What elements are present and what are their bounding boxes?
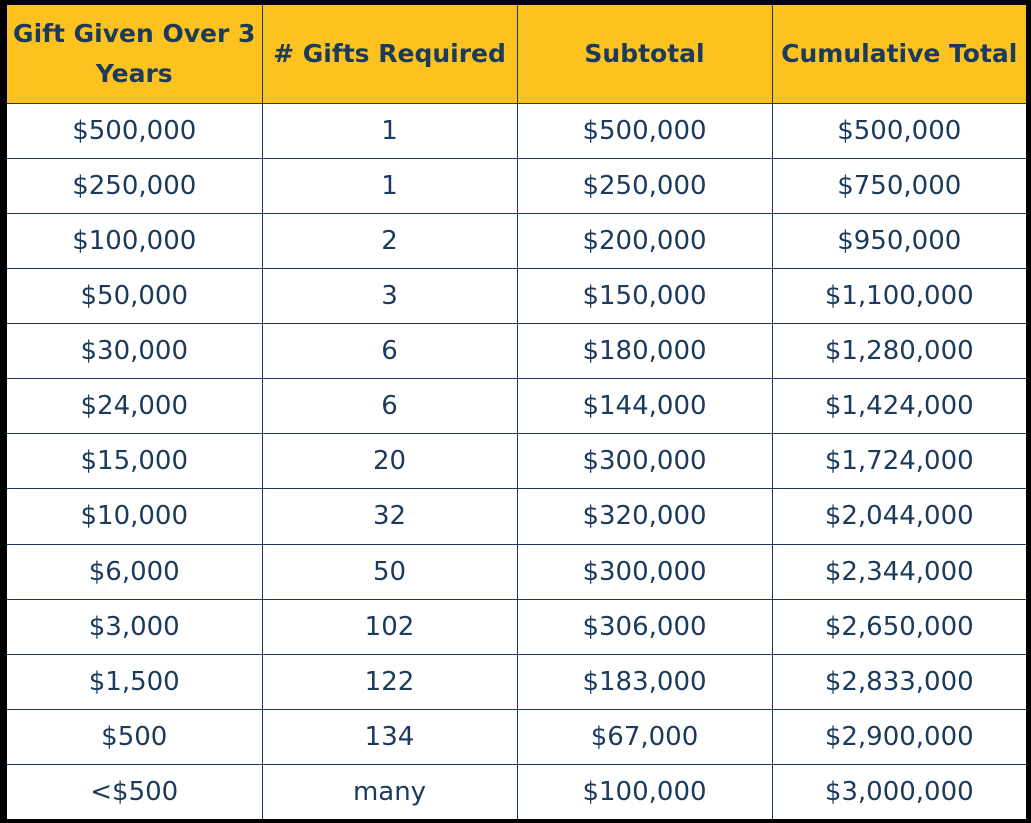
cumulative-total-cell: $2,650,000 [772, 599, 1026, 655]
subtotal-cell: $300,000 [517, 544, 773, 600]
subtotal-cell: $500,000 [517, 103, 773, 160]
gifts-required-cell: many [262, 764, 518, 819]
table-body: $500,000 1 $500,000 $500,000 $250,000 1 $250,0… [7, 103, 1026, 819]
gift-amount-cell: $15,000 [7, 433, 263, 490]
table-row: $250,000 1 $250,000 $750,000 [7, 158, 1026, 215]
cumulative-total-cell: $1,724,000 [772, 433, 1026, 490]
table-row: $50,000 3 $150,000 $1,100,000 [7, 268, 1026, 325]
cumulative-total-cell: $500,000 [772, 103, 1026, 160]
cumulative-total-cell: $750,000 [772, 158, 1026, 215]
gifts-required-cell: 2 [262, 213, 518, 270]
gifts-required-cell: 50 [262, 544, 518, 600]
cumulative-total-cell: $2,833,000 [772, 654, 1026, 710]
table-row: $24,000 6 $144,000 $1,424,000 [7, 378, 1026, 435]
gift-amount-cell: $6,000 [7, 544, 263, 600]
gift-amount-cell: $500,000 [7, 103, 263, 160]
gifts-required-cell: 6 [262, 323, 518, 380]
table-row: $15,000 20 $300,000 $1,724,000 [7, 433, 1026, 490]
table-row: <$500 many $100,000 $3,000,000 [7, 764, 1026, 819]
gift-amount-cell: $1,500 [7, 654, 263, 710]
subtotal-cell: $67,000 [517, 709, 773, 765]
header-row: Gift Given Over 3 Years # Gifts Required… [7, 5, 1026, 104]
gift-amount-cell: <$500 [7, 764, 263, 819]
gift-amount-cell: $10,000 [7, 488, 263, 545]
table-row: $100,000 2 $200,000 $950,000 [7, 213, 1026, 270]
table-row: $1,500 122 $183,000 $2,833,000 [7, 654, 1026, 710]
subtotal-cell: $150,000 [517, 268, 773, 325]
gifts-required-cell: 3 [262, 268, 518, 325]
gifts-required-cell: 102 [262, 599, 518, 655]
table-row: $30,000 6 $180,000 $1,280,000 [7, 323, 1026, 380]
table-row: $10,000 32 $320,000 $2,044,000 [7, 488, 1026, 545]
header-cumulative-total: Cumulative Total [772, 5, 1026, 104]
gifts-required-cell: 32 [262, 488, 518, 545]
cumulative-total-cell: $3,000,000 [772, 764, 1026, 819]
gift-amount-cell: $3,000 [7, 599, 263, 655]
subtotal-cell: $183,000 [517, 654, 773, 710]
subtotal-cell: $200,000 [517, 213, 773, 270]
gifts-required-cell: 20 [262, 433, 518, 490]
subtotal-cell: $100,000 [517, 764, 773, 819]
header-gifts-required: # Gifts Required [262, 5, 518, 104]
table-row: $3,000 102 $306,000 $2,650,000 [7, 599, 1026, 655]
cumulative-total-cell: $2,900,000 [772, 709, 1026, 765]
subtotal-cell: $144,000 [517, 378, 773, 435]
gift-amount-cell: $250,000 [7, 158, 263, 215]
header-gift-given: Gift Given Over 3 Years [7, 5, 263, 104]
cumulative-total-cell: $2,044,000 [772, 488, 1026, 545]
header-subtotal: Subtotal [517, 5, 773, 104]
gifts-required-cell: 134 [262, 709, 518, 765]
cumulative-total-cell: $1,100,000 [772, 268, 1026, 325]
subtotal-cell: $180,000 [517, 323, 773, 380]
table-row: $500,000 1 $500,000 $500,000 [7, 103, 1026, 160]
subtotal-cell: $306,000 [517, 599, 773, 655]
cumulative-total-cell: $2,344,000 [772, 544, 1026, 600]
gifts-required-cell: 1 [262, 103, 518, 160]
gift-amount-cell: $30,000 [7, 323, 263, 380]
table-header: Gift Given Over 3 Years # Gifts Required… [7, 5, 1026, 104]
gifts-required-cell: 6 [262, 378, 518, 435]
gifts-required-cell: 1 [262, 158, 518, 215]
cumulative-total-cell: $1,280,000 [772, 323, 1026, 380]
table-row: $6,000 50 $300,000 $2,344,000 [7, 544, 1026, 600]
gift-amount-cell: $50,000 [7, 268, 263, 325]
cumulative-total-cell: $950,000 [772, 213, 1026, 270]
gift-amount-cell: $500 [7, 709, 263, 765]
table-row: $500 134 $67,000 $2,900,000 [7, 709, 1026, 765]
gift-range-table: Gift Given Over 3 Years # Gifts Required… [7, 5, 1026, 819]
subtotal-cell: $300,000 [517, 433, 773, 490]
gift-amount-cell: $24,000 [7, 378, 263, 435]
subtotal-cell: $320,000 [517, 488, 773, 545]
subtotal-cell: $250,000 [517, 158, 773, 215]
gift-amount-cell: $100,000 [7, 213, 263, 270]
gifts-required-cell: 122 [262, 654, 518, 710]
cumulative-total-cell: $1,424,000 [772, 378, 1026, 435]
